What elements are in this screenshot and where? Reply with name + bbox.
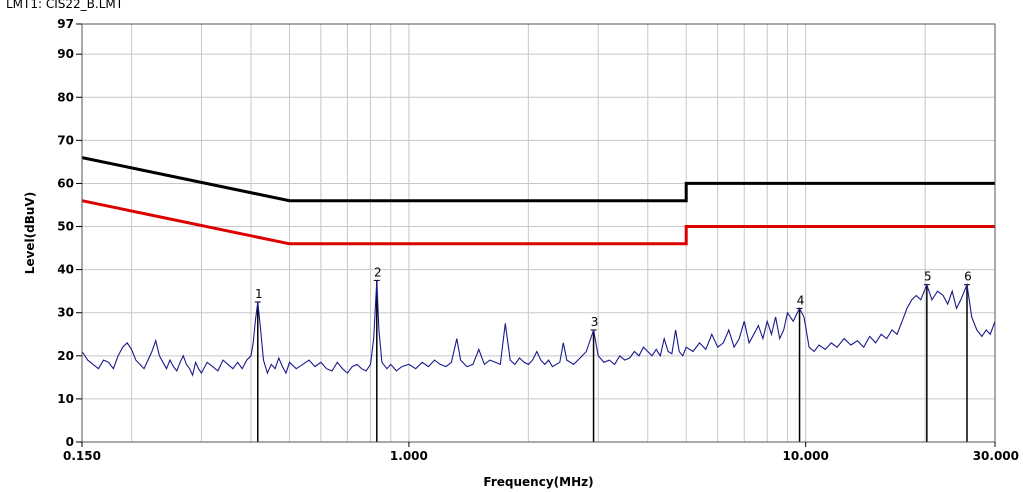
x-tick-label: 1.000: [390, 449, 428, 463]
marker-label-6: 6: [964, 270, 972, 284]
y-tick-label: 10: [57, 392, 74, 406]
y-tick-label: 70: [57, 133, 74, 147]
y-axis-label: Level(dBuV): [23, 192, 37, 274]
y-tick-label: 40: [57, 263, 74, 277]
x-tick-label: 0.150: [63, 449, 101, 463]
y-tick-label: 90: [57, 47, 74, 61]
spectrum-trace-group: [81, 280, 996, 377]
limit-line-2: [81, 199, 995, 246]
y-tick-label: 30: [57, 306, 74, 320]
grid: [82, 23, 996, 443]
y-tick-label: 60: [57, 176, 74, 190]
marker-label-2: 2: [374, 265, 382, 279]
peak-markers: 1 2 3 4 5 6: [254, 265, 972, 442]
marker-label-1: 1: [255, 287, 263, 301]
marker-label-5: 5: [924, 270, 932, 284]
y-tick-label: 97: [57, 17, 74, 31]
axes: 0 10 20 30 40 50 60 70 80 90 97 0.150 1.000 10.000 30.…: [57, 17, 1019, 463]
x-axis-label: Frequency(MHz): [483, 475, 593, 489]
x-tick-label: 30.000: [973, 449, 1019, 463]
marker-label-3: 3: [591, 315, 599, 329]
marker-label-4: 4: [797, 293, 805, 307]
y-tick-label: 50: [57, 220, 74, 234]
limit-lines: [81, 156, 995, 246]
y-tick-label: 0: [66, 435, 74, 449]
limit-file-label: LMT1: CIS22_B.LMT: [6, 0, 124, 11]
plot-border: [81, 23, 996, 443]
limit-line-1: [81, 156, 995, 203]
x-tick-label: 10.000: [783, 449, 829, 463]
y-tick-label: 20: [57, 349, 74, 363]
spectrum-trace: [81, 280, 996, 377]
y-tick-label: 80: [57, 90, 74, 104]
